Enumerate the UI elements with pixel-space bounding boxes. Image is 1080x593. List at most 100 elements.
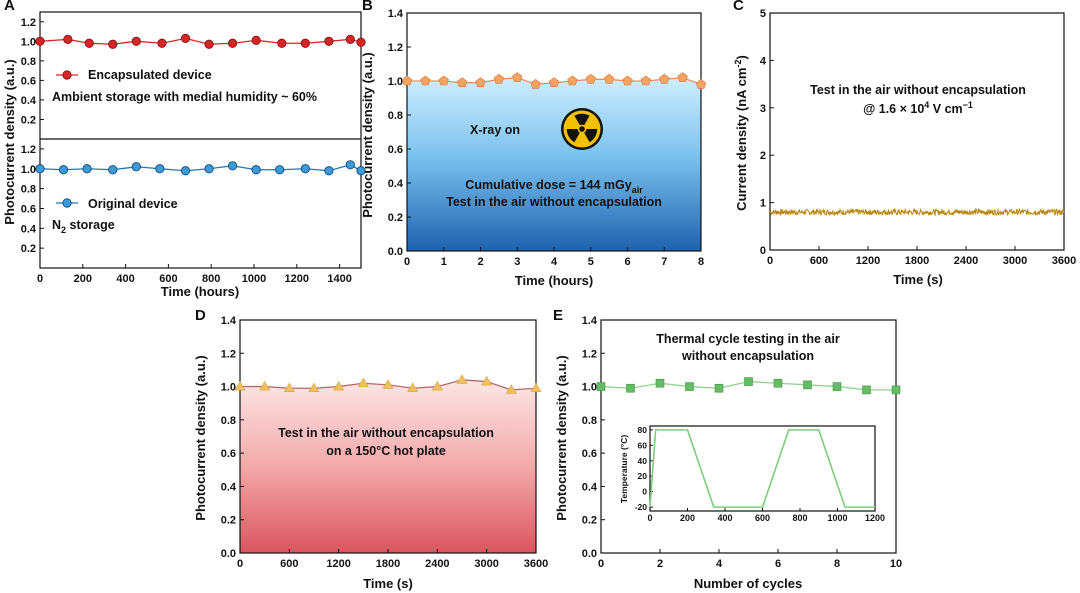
panel-a-x-tick-label: 400: [116, 273, 134, 285]
panel-e-inset-x-ticks: 0 200 400 600 800 1000 1200: [647, 508, 885, 523]
panel-b-point: [677, 72, 688, 82]
panel-d-point: [357, 377, 369, 388]
panel-a-encapsulated-point: [324, 36, 334, 46]
panel-e-inset-x-tick-label: 1200: [865, 513, 885, 523]
panel-e-point: [655, 378, 665, 388]
panel-e-x-tick-label: 0: [598, 558, 604, 570]
panel-e-y-tick-label: 0.8: [582, 415, 597, 427]
panel-d-y-label: Photocurrent density (a.u.): [193, 355, 208, 520]
panel-b-x-tick-label: 7: [661, 256, 667, 268]
panel-d-point: [505, 384, 517, 394]
panel-d-point: [530, 382, 542, 393]
panel-c-x-tick-label: 0: [767, 255, 773, 267]
panel-e-x-tick-label: 10: [890, 558, 902, 570]
panel-b-x-tick-label: 8: [698, 256, 704, 268]
panel-b-y-tick-label: 1.2: [388, 42, 403, 54]
panel-d-point: [283, 382, 295, 393]
panel-e-y-tick-label: 1.4: [582, 315, 598, 327]
panel-e-y-tick-label: 1.2: [582, 348, 597, 360]
panel-c-x-tick-label: 2400: [954, 255, 978, 267]
panel-e-x-tick-label: 4: [716, 558, 723, 570]
panel-d-y-tick-label: 0.4: [221, 481, 237, 493]
panel-b-y-tick-label: 0.0: [388, 246, 403, 258]
panel-d-point: [308, 382, 320, 393]
panel-b-point: [438, 75, 449, 86]
panel-a-encapsulated-point: [131, 36, 141, 46]
panel-a-top-y-tick-label: 0.6: [21, 75, 36, 87]
panel-b-y-tick-label: 1.4: [388, 8, 404, 20]
panel-a-encapsulated-point: [84, 38, 94, 48]
panel-a-legend-marker-encapsulated: [62, 70, 72, 80]
panel-e-point: [685, 382, 694, 391]
panel-b-point: [401, 75, 413, 86]
panel-e-x-tick-label: 6: [775, 558, 781, 570]
panel-b-x-tick-label: 3: [514, 256, 520, 268]
panel-c-y-ticks: 0 1 2 3 4 5: [760, 8, 774, 257]
panel-a-encapsulated-point: [180, 33, 191, 43]
panel-c-x-tick-label: 3600: [1052, 255, 1076, 267]
panel-a-legend-original: Original device: [88, 197, 178, 211]
panel-b: 0 1 2 3 4 5 6 7 8 0.0 0.2 0.4 0.6 0.8 1.0 1.2 1.4 Time …: [360, 8, 707, 288]
panel-c: 0 600 1200 1800 2400 3000 3600 0 1 2 3 4 5 Time (s)…: [733, 8, 1076, 287]
panel-e-inset-x-tick-label: 200: [680, 513, 695, 523]
panel-b-y-tick-label: 0.4: [388, 178, 404, 190]
panel-a-encapsulated-point: [204, 39, 214, 49]
radiation-icon: [561, 108, 603, 150]
panel-d-y-ticks: 0.0 0.2 0.4 0.6 0.8 1.0 1.2 1.4: [221, 315, 244, 560]
panel-d-x-tick-label: 3000: [474, 558, 498, 570]
panel-d-annotation-line1: Test in the air without encapsulation: [278, 426, 494, 440]
panel-a-bottom-y-tick-label: 0.8: [21, 184, 36, 196]
panel-a-encapsulated-point: [277, 38, 287, 48]
panel-a-original-point: [275, 165, 285, 175]
panel-c-x-tick-label: 3000: [1003, 255, 1027, 267]
panel-a-original-point: [58, 165, 69, 175]
panel-e-annotation-line2: without encapsulation: [681, 349, 814, 363]
panel-c-x-ticks: 0 600 1200 1800 2400 3000 3600: [767, 246, 1076, 267]
panel-a-encapsulated-point: [300, 38, 310, 48]
panel-d-point: [407, 382, 419, 393]
panel-b-x-tick-label: 4: [551, 256, 558, 268]
panel-a-x-tick-label: 800: [202, 273, 220, 285]
panel-a-original-point: [82, 164, 92, 174]
panel-a-original-point: [35, 164, 45, 174]
panel-b-point: [622, 75, 633, 86]
panel-e-inset-x-tick-label: 400: [717, 513, 732, 523]
panel-b-point: [530, 79, 541, 89]
panel-a-encapsulated-point: [345, 34, 355, 44]
panel-e: 0 2 4 6 8 10 0.0 0.2 0.4 0.6 0.8 1.0 1.2 1.4 Number …: [554, 315, 902, 591]
panel-c-annotation-line1: Test in the air without encapsulation: [810, 83, 1026, 97]
panel-e-point: [803, 380, 812, 390]
panel-e-inset-x-tick-label: 0: [647, 513, 652, 523]
panel-e-x-tick-label: 8: [834, 558, 840, 570]
panel-d-x-label: Time (s): [363, 576, 413, 591]
panel-e-x-ticks: 0 2 4 6 8 10: [598, 549, 902, 570]
panel-a-top-y-tick-label: 0.4: [21, 95, 37, 107]
panel-a-top-y-tick-label: 0.2: [21, 114, 36, 126]
panel-e-x-tick-label: 2: [657, 558, 663, 570]
panel-letter-d: D: [195, 307, 206, 324]
panel-b-y-tick-label: 1.0: [388, 76, 403, 88]
panel-b-point: [585, 73, 596, 84]
panel-d-point: [431, 380, 443, 391]
panel-e-point: [891, 385, 901, 395]
panel-a-original-point: [300, 164, 310, 174]
panel-e-series: [596, 377, 901, 395]
panel-b-series: [401, 72, 707, 89]
panel-a-legend-encapsulated: Encapsulated device: [88, 68, 212, 82]
panel-a-frame: [39, 11, 362, 269]
panel-e-y-label: Photocurrent density (a.u.): [554, 355, 569, 520]
panel-b-x-tick-label: 5: [588, 256, 594, 268]
panel-d-y-tick-label: 1.0: [221, 382, 236, 394]
panel-a-annotation-ambient: Ambient storage with medial humidity ~ 6…: [52, 90, 317, 104]
panel-e-frame: [600, 319, 897, 554]
panel-a-encapsulated-series: [35, 33, 366, 49]
panel-a-encapsulated-point: [228, 38, 238, 48]
panel-d-fill: [240, 379, 536, 553]
panel-c-y-tick-label: 2: [760, 150, 766, 162]
panel-c-x-tick-label: 1200: [856, 255, 880, 267]
panel-b-y-tick-label: 0.6: [388, 144, 403, 156]
panel-d-x-tick-label: 1800: [376, 558, 400, 570]
panel-b-point: [493, 73, 505, 84]
panel-a-encapsulated-point: [356, 37, 366, 47]
